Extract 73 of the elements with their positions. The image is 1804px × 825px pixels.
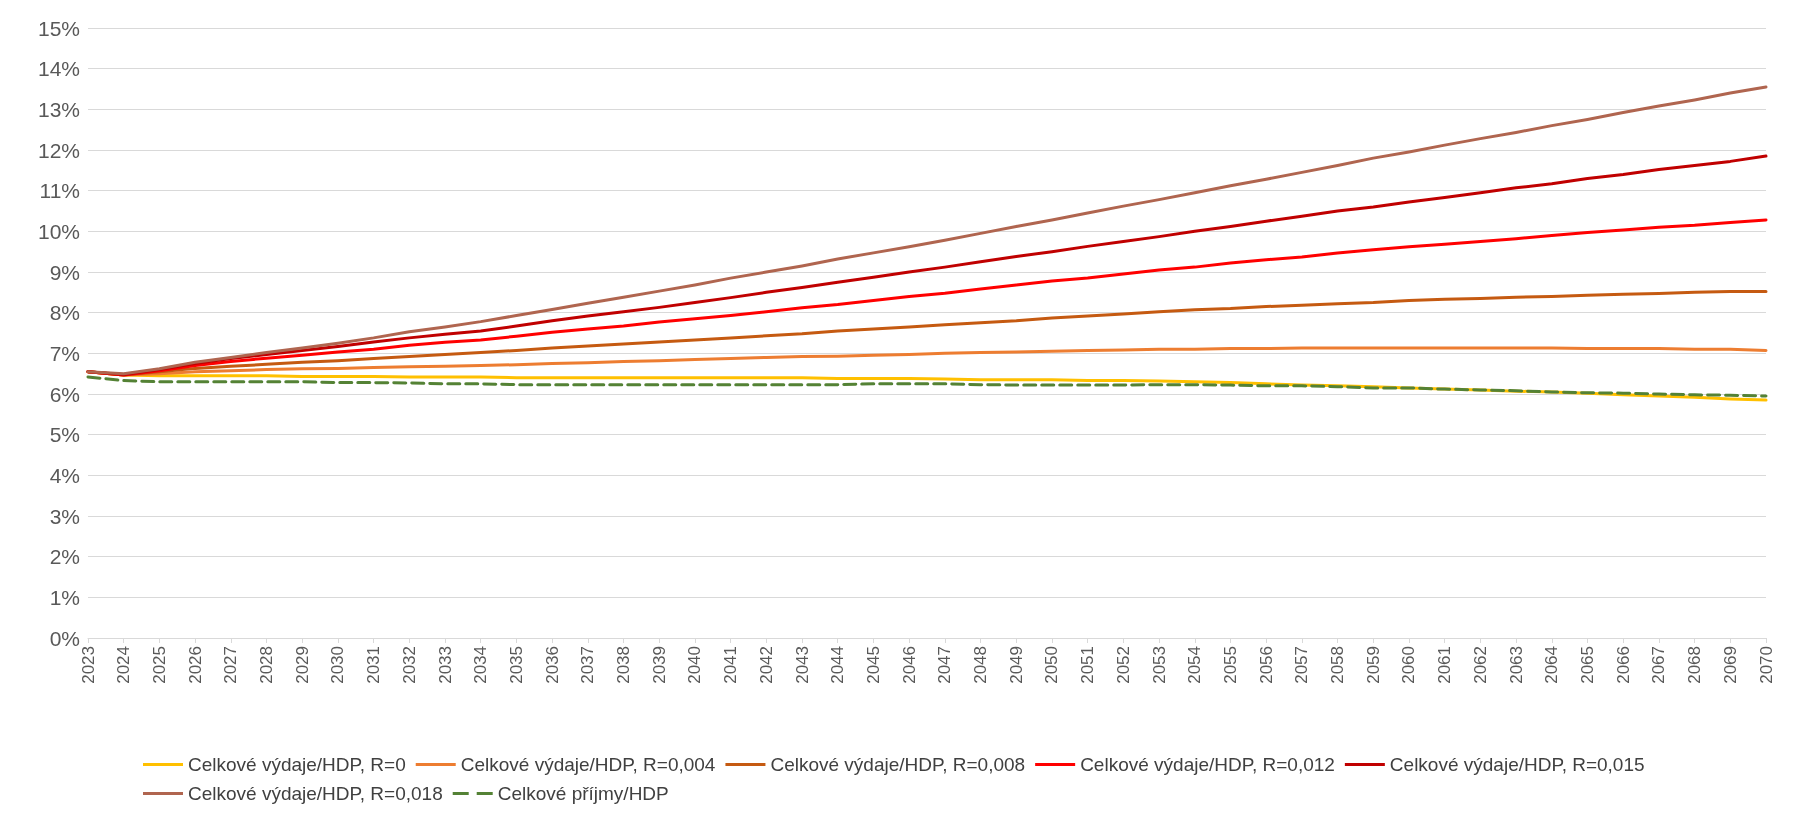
x-tick-label: 2028 xyxy=(257,646,277,684)
x-tick-label: 2045 xyxy=(863,646,883,684)
x-tick-label: 2024 xyxy=(114,646,134,684)
legend-label: Celkové výdaje/HDP, R=0,015 xyxy=(1389,754,1645,775)
x-tick-label: 2043 xyxy=(792,646,812,684)
x-tick-label: 2065 xyxy=(1577,646,1597,684)
y-tick-label: 12% xyxy=(37,138,80,162)
x-tick-label: 2041 xyxy=(721,646,741,684)
x-tick-label: 2027 xyxy=(221,646,241,684)
y-tick-label: 6% xyxy=(49,382,80,406)
x-tick-label: 2048 xyxy=(971,646,991,684)
x-tick-label: 2036 xyxy=(542,646,562,684)
x-tick-label: 2034 xyxy=(471,646,491,684)
y-tick-label: 10% xyxy=(37,219,80,243)
x-tick-label: 2030 xyxy=(328,646,348,684)
x-tick-label: 2060 xyxy=(1399,646,1419,684)
x-tick-label: 2070 xyxy=(1756,646,1776,684)
y-tick-label: 14% xyxy=(37,57,80,81)
x-tick-label: 2063 xyxy=(1506,646,1526,684)
x-tick-label: 2050 xyxy=(1042,646,1062,684)
x-tick-label: 2042 xyxy=(756,646,776,684)
x-tick-label: 2062 xyxy=(1470,646,1490,684)
y-tick-label: 8% xyxy=(49,301,80,325)
x-tick-label: 2064 xyxy=(1542,646,1562,684)
y-tick-label: 7% xyxy=(49,341,80,365)
x-tick-label: 2047 xyxy=(935,646,955,684)
x-tick-label: 2054 xyxy=(1185,646,1205,684)
x-tick-label: 2023 xyxy=(78,646,98,684)
x-tick-label: 2038 xyxy=(614,646,634,684)
x-tick-label: 2051 xyxy=(1078,646,1098,684)
y-tick-label: 11% xyxy=(39,179,80,203)
x-tick-label: 2057 xyxy=(1292,646,1312,684)
legend-label: Celkové výdaje/HDP, R=0,004 xyxy=(460,754,716,775)
x-tick-label: 2044 xyxy=(828,646,848,684)
y-tick-label: 13% xyxy=(37,97,80,121)
y-tick-label: 9% xyxy=(49,260,80,284)
x-tick-label: 2052 xyxy=(1113,646,1133,684)
x-tick-label: 2049 xyxy=(1006,646,1026,684)
x-tick-label: 2055 xyxy=(1220,646,1240,684)
x-tick-label: 2032 xyxy=(399,646,419,684)
x-tick-label: 2066 xyxy=(1613,646,1633,684)
x-tick-label: 2068 xyxy=(1685,646,1705,684)
x-tick-label: 2061 xyxy=(1435,646,1455,684)
x-tick-label: 2067 xyxy=(1649,646,1669,684)
y-tick-label: 5% xyxy=(49,423,80,447)
x-tick-label: 2031 xyxy=(364,646,384,684)
legend-label: Celkové výdaje/HDP, R=0,018 xyxy=(188,783,443,804)
legend-label: Celkové výdaje/HDP, R=0,008 xyxy=(770,754,1026,775)
y-tick-label: 15% xyxy=(37,16,80,40)
legend-label: Celkové příjmy/HDP xyxy=(497,783,669,804)
x-tick-label: 2035 xyxy=(506,646,526,684)
x-tick-label: 2039 xyxy=(649,646,669,684)
x-tick-label: 2059 xyxy=(1363,646,1383,684)
x-tick-label: 2056 xyxy=(1256,646,1276,684)
legend-label: Celkové výdaje/HDP, R=0,012 xyxy=(1080,754,1335,775)
x-tick-label: 2026 xyxy=(185,646,205,684)
y-tick-label: 1% xyxy=(49,585,80,609)
line-series xyxy=(86,154,1768,376)
x-tick-label: 2046 xyxy=(899,646,919,684)
x-tick-label: 2037 xyxy=(578,646,598,684)
y-tick-label: 3% xyxy=(49,504,80,528)
x-tick-label: 2058 xyxy=(1328,646,1348,684)
y-tick-label: 4% xyxy=(49,463,80,487)
line-series xyxy=(86,85,1768,376)
x-tick-label: 2033 xyxy=(435,646,455,684)
x-tick-label: 2040 xyxy=(685,646,705,684)
legend-label: Celkové výdaje/HDP, R=0 xyxy=(188,754,406,775)
x-tick-label: 2029 xyxy=(292,646,312,684)
y-tick-label: 2% xyxy=(49,545,80,569)
x-tick-label: 2069 xyxy=(1720,646,1740,684)
x-tick-label: 2053 xyxy=(1149,646,1169,684)
x-tick-label: 2025 xyxy=(149,646,169,684)
y-tick-label: 0% xyxy=(49,626,80,650)
